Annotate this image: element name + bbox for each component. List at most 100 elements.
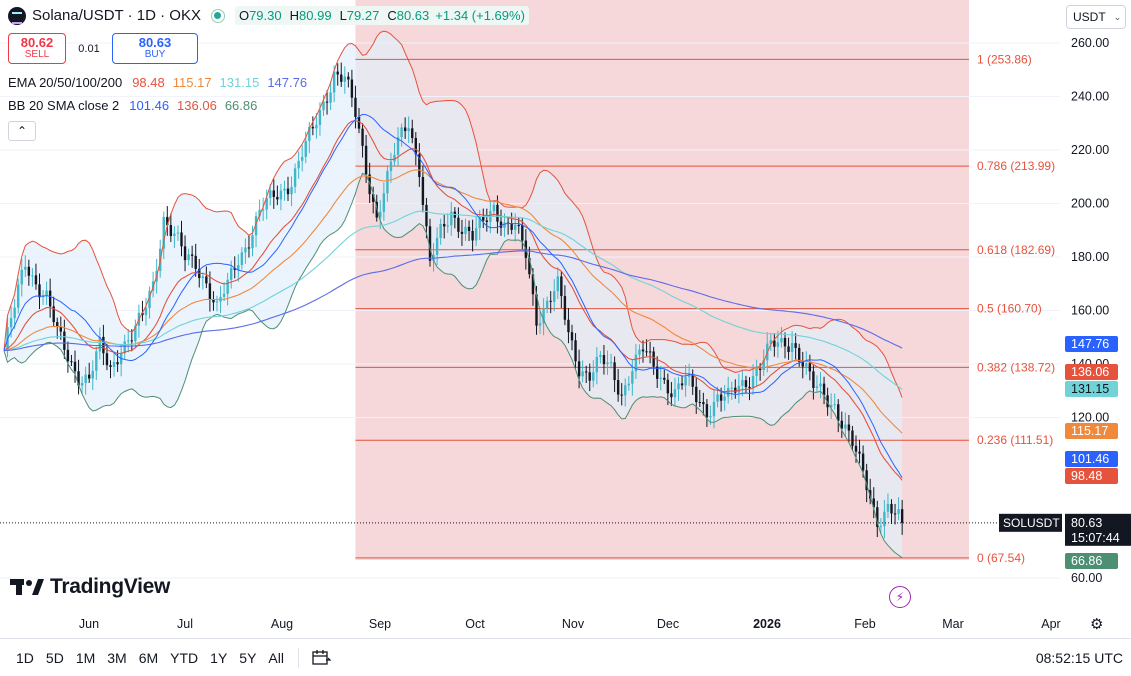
timeframe-1d[interactable]: 1D [16,649,34,666]
calendar-range-icon[interactable] [311,649,331,667]
utc-clock[interactable]: 08:52:15 UTC [1035,649,1123,666]
bb-upper-value: 136.06 [177,98,217,113]
bb-legend[interactable]: BB 20 SMA close 2 101.46 136.06 66.86 [8,98,265,113]
candle-body [595,356,599,373]
candle-body [112,362,116,367]
timeframe-5d[interactable]: 5D [45,649,64,666]
fib-label-0.786: 0.786 (213.99) [977,159,1055,173]
candle-body [251,235,254,249]
currency-select[interactable]: USDT ⌄ [1066,5,1126,29]
tradingview-logo[interactable]: TradingView [10,575,170,599]
bb-lower-line [3,172,903,559]
collapse-legend-button[interactable]: ⌃ [8,121,36,141]
candle-body [741,380,744,386]
candle-body [563,296,567,320]
candle-body [144,308,148,316]
timeframe-ytd[interactable]: YTD [170,649,199,666]
timeframe-1m[interactable]: 1M [75,649,96,666]
candle-body [226,279,229,294]
candle-body [542,308,545,324]
buy-button[interactable]: 80.63 BUY [112,33,198,64]
candle-body [361,128,364,146]
candle-body [311,126,315,129]
market-status-icon[interactable] [210,8,225,23]
candle-body [620,394,623,396]
candle-body [826,395,829,408]
candle-body [297,160,300,169]
low-value: 79.27 [346,8,380,23]
candle-body [663,377,666,380]
y-tick-label: 120.00 [1071,411,1109,425]
high-value: 80.99 [299,8,332,23]
chevron-up-icon: ⌃ [16,124,28,138]
candle-body [751,375,755,389]
candle-body [528,257,531,275]
candle-body [744,380,748,387]
gear-icon[interactable]: ⚙ [1090,616,1104,633]
candle-body [421,177,425,205]
candle-body [105,353,109,366]
candle-body [258,209,261,217]
timeframe-3m[interactable]: 3M [107,649,127,666]
candle-body [180,232,183,247]
price-chart[interactable]: 1 (253.86) 0.786 (213.99) 0.618 (182.69) 0.… [0,0,1131,638]
candle-body [876,507,879,527]
candle-body [510,223,513,230]
timeframe-1y[interactable]: 1Y [210,649,228,666]
candle-body [783,337,787,347]
candle-body [549,300,552,302]
sell-button[interactable]: 80.62 SELL [8,33,66,64]
candle-body [872,498,875,508]
candle-body [56,322,59,327]
symbol-tag [999,513,1062,532]
price-badge [1065,468,1118,484]
timeframe-all[interactable]: All [268,649,284,666]
candle-body [24,266,27,270]
candle-body [553,291,556,302]
x-tick-label: Feb [854,617,876,631]
ema-legend[interactable]: EMA 20/50/100/200 98.48 115.17 131.15 14… [8,75,315,90]
candle-body [386,171,389,194]
candle-body [269,190,272,198]
candle-body [304,141,307,157]
ema-200-value: 147.76 [267,75,308,90]
candle-body [318,110,322,125]
candle-body [34,275,38,285]
timeframe-5y[interactable]: 5Y [239,649,257,666]
candle-body [531,274,535,295]
candle-body [815,386,819,388]
candle-body [592,372,595,381]
symbol-tag-label: SOLUSDT [1003,516,1060,530]
candle-body [48,290,52,307]
candle-body [95,351,98,371]
candle-body [790,343,794,353]
candle-body [521,225,524,241]
candle-body [9,318,13,328]
candle-body [900,509,904,523]
candle-body [503,222,506,228]
candle-body [684,376,687,386]
symbol-title[interactable]: Solana/USDT · 1D · OKX [32,7,201,24]
candle-body [418,154,421,178]
candle-body [634,354,638,372]
candle-body [758,368,762,370]
candle-body [695,386,698,403]
candle-body [567,319,570,333]
candle-body [70,361,73,363]
candle-body [712,401,716,417]
candle-body [702,402,705,405]
candle-body [329,92,332,103]
timeframe-6m[interactable]: 6M [138,649,159,666]
candle-body [471,230,474,241]
last-price-badge [1065,513,1131,546]
candle-body [535,294,538,326]
lightning-icon[interactable]: ⚡ [889,586,911,608]
price-badge-label: 115.17 [1071,424,1108,438]
candle-body [59,326,62,332]
candle-body [176,232,180,234]
bb-basis-line [3,113,903,478]
candle-body [833,404,836,406]
candle-body [805,363,808,367]
candle-body [290,186,293,195]
x-tick-label: Apr [1041,617,1060,631]
